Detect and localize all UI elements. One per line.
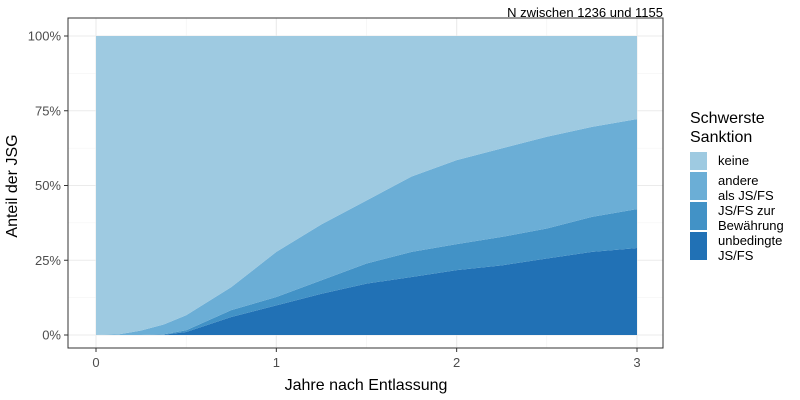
legend-key — [690, 232, 707, 260]
panel-border — [67, 17, 664, 349]
y-tick-label: 0% — [42, 328, 61, 343]
caption: N zwischen 1236 und 1155 — [507, 5, 663, 20]
y-tick-label: 100% — [28, 29, 62, 44]
legend-title-line1: Schwerste — [690, 110, 765, 127]
legend-label: JS/FS zur — [718, 203, 776, 218]
y-axis-label: Anteil der JSG — [4, 134, 21, 237]
legend-label: keine — [718, 153, 749, 168]
legend-label: unbedingte — [718, 233, 782, 248]
x-tick-label: 2 — [453, 355, 460, 370]
legend-key — [690, 202, 707, 230]
legend-title-line2: Sanktion — [690, 129, 752, 146]
x-tick-label: 1 — [273, 355, 280, 370]
legend-label: als JS/FS — [718, 188, 774, 203]
y-tick-label: 25% — [35, 253, 61, 268]
y-tick-label: 50% — [35, 178, 61, 193]
legend-key — [690, 152, 707, 170]
legend-label: andere — [718, 173, 758, 188]
x-tick-label: 0 — [92, 355, 99, 370]
area-unbedingte-js-fs — [96, 247, 637, 335]
legend-label: JS/FS — [718, 248, 754, 263]
axes: 0 1 2 3 0% 25% 50% 75% 100% — [28, 29, 641, 371]
y-tick-label: 75% — [35, 103, 61, 118]
x-axis-label: Jahre nach Entlassung — [285, 377, 448, 394]
area-keine — [96, 36, 637, 335]
x-tick-label: 3 — [633, 355, 640, 370]
areas — [96, 36, 637, 335]
legend-key — [690, 172, 707, 200]
legend-label: Bewährung — [718, 218, 784, 233]
area-js-fs-zur-bew-hrung — [96, 209, 637, 335]
area-andere-als-js-fs — [96, 119, 637, 335]
